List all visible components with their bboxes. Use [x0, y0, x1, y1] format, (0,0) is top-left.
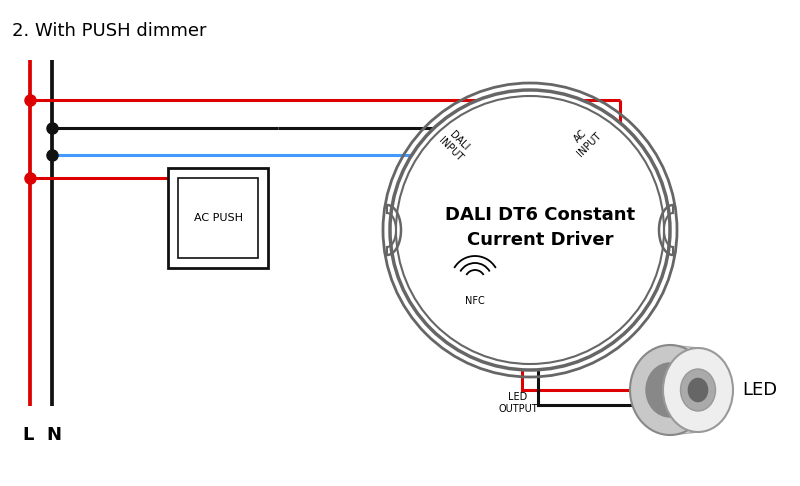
Text: LED
OUTPUT: LED OUTPUT	[498, 392, 538, 414]
Ellipse shape	[688, 379, 708, 401]
Text: DALI DT6 Constant: DALI DT6 Constant	[445, 206, 635, 224]
Text: AC
INPUT: AC INPUT	[567, 122, 603, 158]
Text: NFC: NFC	[465, 296, 485, 306]
Text: AC PUSH: AC PUSH	[194, 213, 242, 223]
Ellipse shape	[681, 369, 715, 411]
Text: Current Driver: Current Driver	[466, 231, 614, 249]
Text: 2. With PUSH dimmer: 2. With PUSH dimmer	[12, 22, 206, 40]
Text: LED: LED	[742, 381, 777, 399]
Ellipse shape	[663, 348, 733, 432]
Bar	[168, 168, 268, 268]
Text: L: L	[22, 426, 34, 444]
Bar	[178, 178, 258, 258]
Ellipse shape	[630, 345, 710, 435]
Text: DALI
INPUT: DALI INPUT	[437, 127, 473, 163]
Ellipse shape	[646, 363, 694, 417]
Text: N: N	[46, 426, 62, 444]
Circle shape	[390, 90, 670, 370]
